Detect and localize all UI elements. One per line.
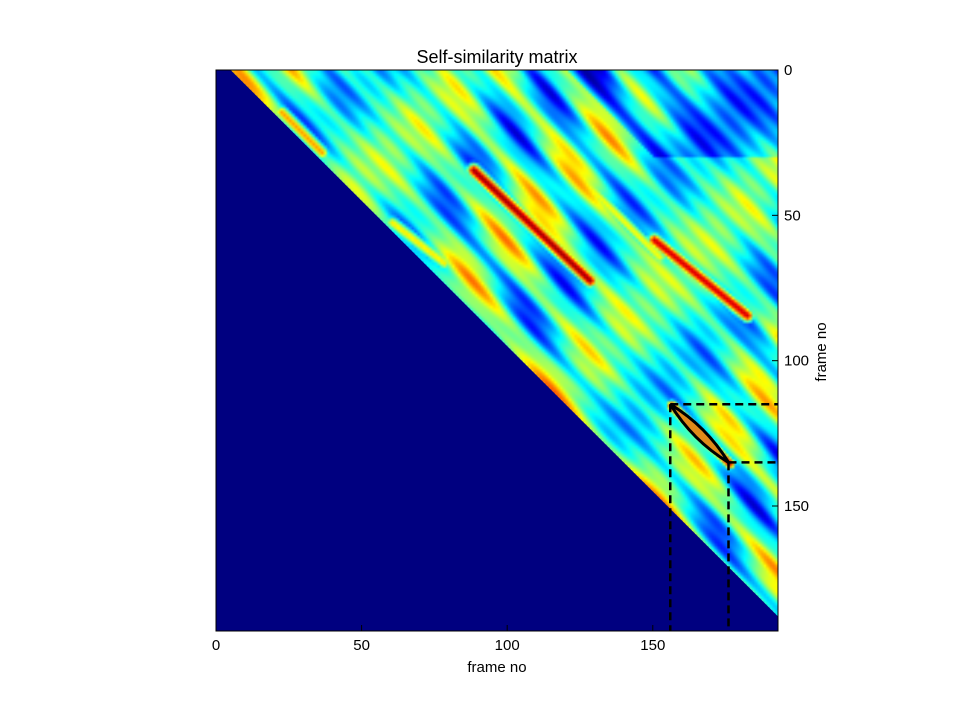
y-tick-label: 50 <box>784 207 801 224</box>
x-axis-label: frame no <box>467 659 526 676</box>
y-tick-label: 0 <box>784 62 792 79</box>
lower-triangle-fill <box>216 70 778 631</box>
highlight-overlay <box>668 402 778 631</box>
chart-title: Self-similarity matrix <box>416 47 577 67</box>
x-tick-label: 100 <box>495 637 520 654</box>
x-axis-ticks: 0 50 100 150 <box>212 625 665 654</box>
x-tick-label: 150 <box>640 637 665 654</box>
y-tick-label: 100 <box>784 353 809 370</box>
y-tick-label: 150 <box>784 498 809 515</box>
y-axis-ticks: 0 50 100 150 <box>772 62 809 515</box>
y-axis-label: frame no <box>813 322 830 381</box>
plot-frame <box>215 69 779 632</box>
highlighted-segment-outline <box>668 402 730 464</box>
x-tick-label: 0 <box>212 637 220 654</box>
heatmap-area <box>216 70 778 631</box>
x-tick-label: 50 <box>353 637 370 654</box>
